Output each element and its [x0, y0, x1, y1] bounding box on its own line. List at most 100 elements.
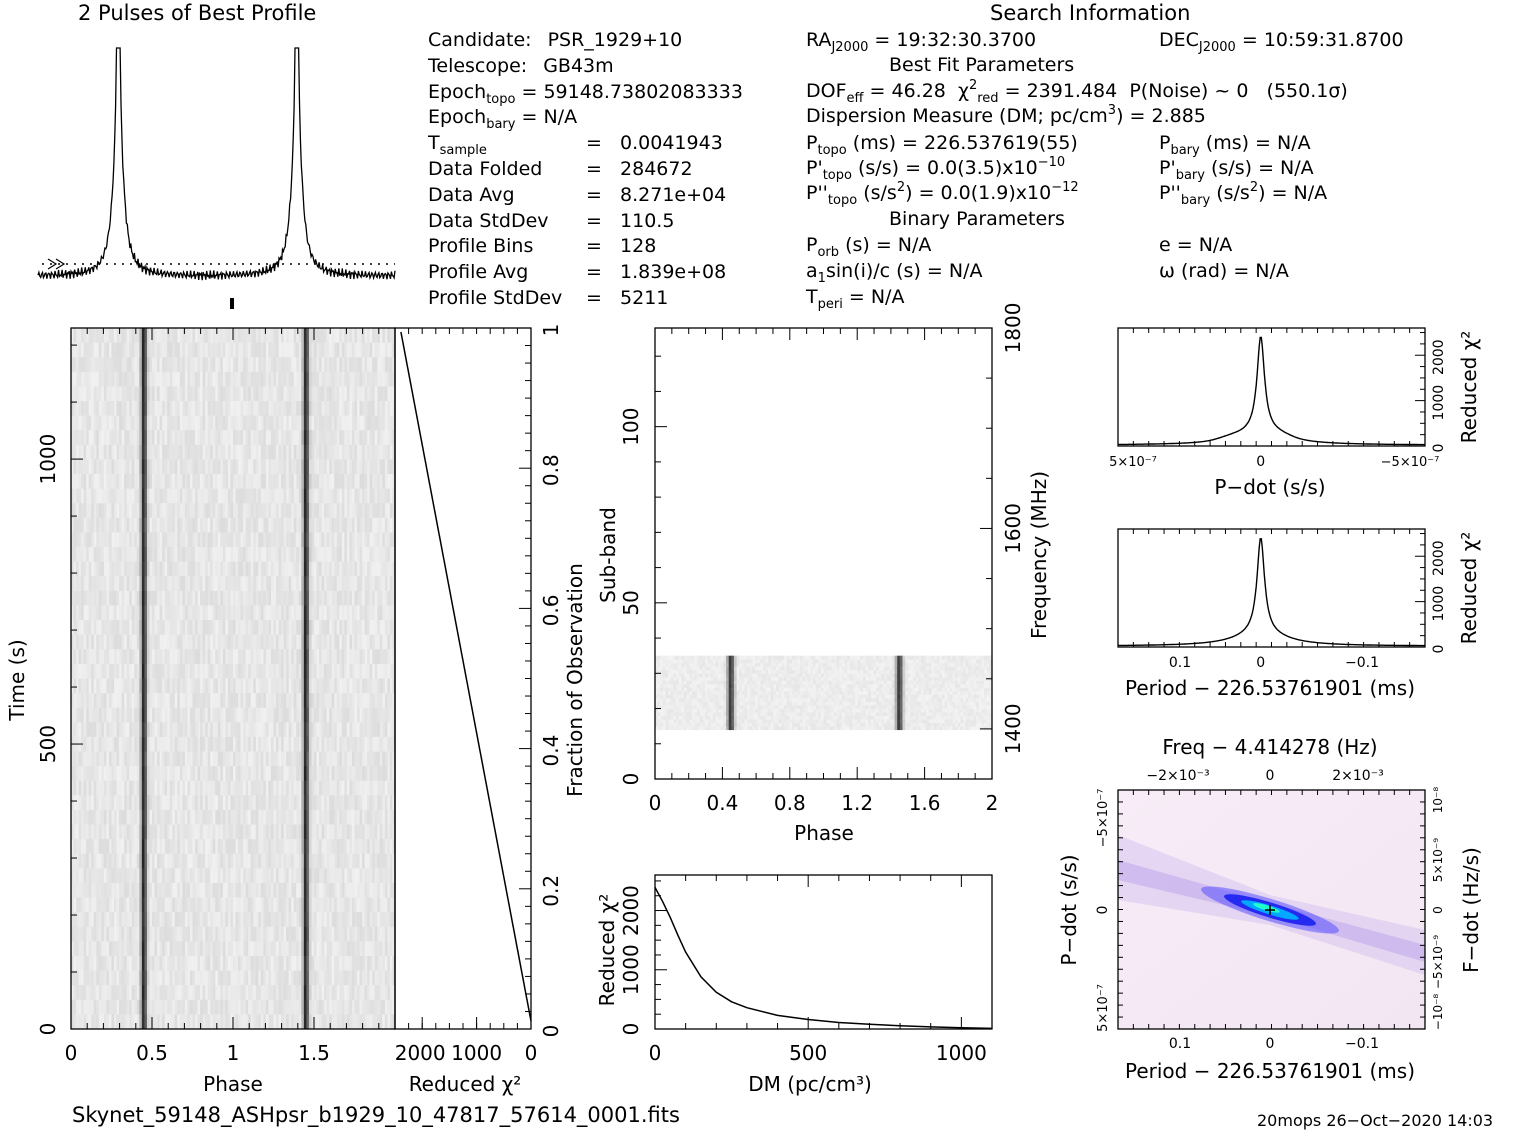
heatmap-cell — [76, 868, 79, 884]
heatmap-cell — [235, 663, 239, 679]
heatmap-cell — [103, 780, 107, 796]
heatmap-cell — [374, 342, 378, 358]
heatmap-cell — [88, 605, 92, 621]
heatmap-cell — [374, 839, 378, 855]
heatmap-cell — [321, 678, 325, 694]
heatmap-cell — [377, 868, 381, 884]
heatmap-cell — [392, 430, 396, 446]
heatmap-cell — [379, 853, 383, 869]
heatmap-cell — [230, 386, 234, 402]
heatmap-cell — [83, 444, 87, 460]
heatmap-cell — [276, 722, 279, 738]
heatmap-cell — [273, 576, 277, 592]
heatmap-cell — [273, 532, 277, 548]
heatmap-cell — [286, 868, 290, 884]
heatmap-cell — [233, 590, 236, 606]
heatmap-cell — [263, 459, 267, 475]
heatmap-cell — [384, 430, 388, 446]
heatmap-cell — [73, 459, 77, 475]
heatmap-cell — [235, 707, 239, 723]
heatmap-cell — [101, 707, 105, 723]
heatmap-cell — [81, 882, 85, 898]
heatmap-cell — [331, 357, 335, 373]
heatmap-cell — [78, 474, 82, 490]
heatmap-cell — [149, 459, 153, 475]
heatmap-cell — [81, 576, 85, 592]
heatmap-cell — [212, 386, 216, 402]
heatmap-cell — [316, 590, 320, 606]
heatmap-cell — [174, 795, 178, 811]
heatmap-cell — [177, 824, 181, 840]
heatmap-cell — [253, 707, 257, 723]
heatmap-cell — [326, 780, 330, 796]
heatmap-cell — [245, 605, 249, 621]
heatmap-cell — [129, 736, 133, 752]
heatmap-cell — [392, 401, 396, 417]
heatmap-cell — [263, 547, 267, 563]
heatmap-cell — [131, 517, 135, 533]
info-row: Tsample = 0.0041943 — [428, 132, 723, 159]
heatmap-cell — [192, 547, 196, 563]
heatmap-cell — [106, 693, 110, 709]
heatmap-cell — [177, 459, 181, 475]
heatmap-cell — [157, 795, 160, 811]
heatmap-cell — [83, 678, 87, 694]
heatmap-cell — [205, 853, 209, 869]
heatmap-cell — [324, 517, 328, 533]
heatmap-cell — [354, 503, 358, 519]
heatmap-cell — [159, 795, 163, 811]
heatmap-cell — [235, 693, 239, 709]
heatmap-cell — [392, 561, 396, 577]
heatmap-cell — [379, 459, 383, 475]
heatmap-cell — [83, 649, 87, 665]
heatmap-cell — [276, 401, 279, 417]
heatmap-cell — [152, 517, 155, 533]
heatmap-cell — [349, 503, 353, 519]
heatmap-cell — [372, 488, 376, 504]
heatmap-cell — [372, 561, 376, 577]
heatmap-cell — [157, 824, 160, 840]
heatmap-cell — [177, 809, 181, 825]
heatmap-cell — [387, 415, 391, 431]
heatmap-cell — [222, 634, 226, 650]
heatmap-cell — [235, 328, 239, 343]
heatmap-cell — [281, 882, 285, 898]
heatmap-cell — [255, 561, 259, 577]
heatmap-cell — [131, 809, 135, 825]
heatmap-cell — [86, 517, 90, 533]
heatmap-cell — [197, 503, 201, 519]
heatmap-cell — [134, 415, 138, 431]
heatmap-cell — [162, 634, 166, 650]
heatmap-cell — [177, 736, 181, 752]
heatmap-cell — [210, 809, 214, 825]
heatmap-cell — [303, 839, 307, 855]
heatmap-cell — [248, 722, 252, 738]
heatmap-cell — [159, 444, 163, 460]
heatmap-cell — [172, 678, 176, 694]
heatmap-cell — [222, 444, 226, 460]
heatmap-cell — [108, 532, 112, 548]
heatmap-cell — [134, 853, 138, 869]
heatmap-cell — [382, 590, 386, 606]
heatmap-cell — [354, 532, 358, 548]
heatmap-cell — [91, 430, 95, 446]
heatmap-cell — [195, 707, 198, 723]
heatmap-cell — [235, 488, 239, 504]
heatmap-cell — [334, 474, 338, 490]
heatmap-cell — [172, 663, 176, 679]
heatmap-cell — [88, 357, 92, 373]
heatmap-cell — [222, 357, 226, 373]
heatmap-cell — [382, 444, 386, 460]
heatmap-cell — [291, 868, 295, 884]
heatmap-cell — [225, 736, 229, 752]
heatmap-cell — [108, 517, 112, 533]
heatmap-cell — [339, 663, 343, 679]
heatmap-cell — [169, 707, 173, 723]
heatmap-cell — [187, 678, 191, 694]
heatmap-cell — [169, 503, 173, 519]
heatmap-cell — [324, 634, 328, 650]
heatmap-cell — [283, 751, 287, 767]
heatmap-cell — [336, 853, 340, 869]
heatmap-cell — [341, 663, 345, 679]
heatmap-cell — [329, 649, 333, 665]
